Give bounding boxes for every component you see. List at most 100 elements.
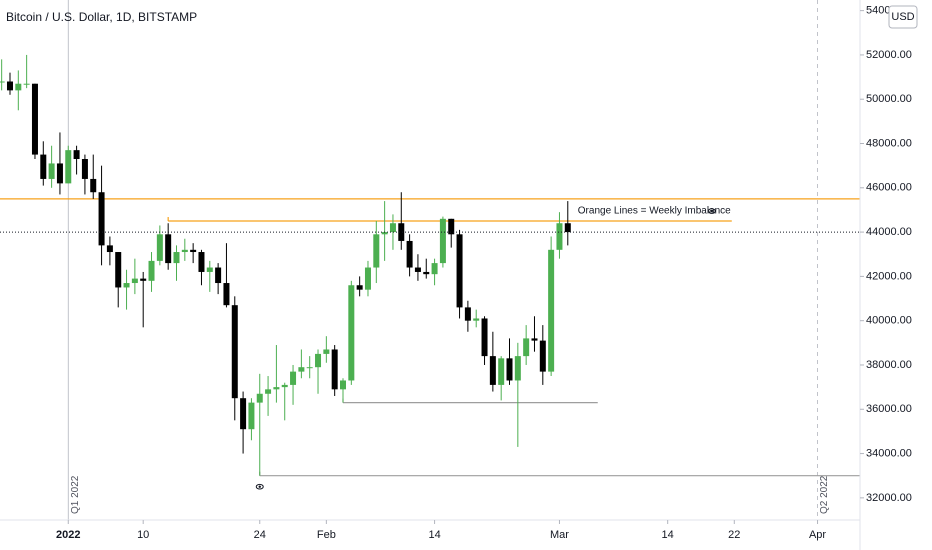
candle-body — [315, 353, 322, 368]
candle-body — [373, 234, 380, 268]
eye-icon — [255, 483, 264, 490]
currency-button[interactable] — [888, 5, 918, 29]
candle-body — [398, 223, 405, 241]
candle-body — [56, 163, 63, 184]
candle-body — [131, 278, 138, 284]
x-tick-label: 14 — [428, 529, 440, 541]
y-tick-label: 48000.00 — [866, 137, 912, 149]
y-tick-label: 52000.00 — [866, 49, 912, 61]
candle-body — [364, 267, 371, 290]
candle-body — [215, 267, 222, 284]
candle-body — [414, 267, 421, 272]
x-tick-label: Apr — [809, 529, 826, 541]
y-tick-label: 44000.00 — [866, 226, 912, 238]
y-tick-label: 36000.00 — [866, 403, 912, 415]
candle-body — [31, 83, 38, 155]
eye-icon — [707, 208, 716, 214]
candle-body — [323, 349, 330, 354]
candle-body — [381, 232, 388, 235]
candle-body — [23, 83, 30, 85]
candle-body — [173, 252, 180, 264]
candle-body — [439, 218, 446, 264]
candle-body — [348, 285, 355, 381]
y-tick-label: 50000.00 — [866, 93, 912, 105]
y-tick-label: 32000.00 — [866, 492, 912, 504]
candle-body — [148, 260, 155, 281]
y-tick-label: 42000.00 — [866, 270, 912, 282]
y-tick-label: 40000.00 — [866, 315, 912, 327]
candle-body — [306, 367, 313, 369]
candle-body — [65, 150, 72, 184]
candle-body — [123, 283, 130, 288]
candle-body — [106, 245, 113, 253]
x-tick-label: 10 — [137, 529, 149, 541]
candle-body — [140, 278, 147, 281]
candle-body — [198, 252, 205, 272]
candle-body — [340, 380, 347, 390]
candle-body — [281, 384, 288, 388]
x-tick-label: 24 — [254, 529, 266, 541]
eye-icon — [258, 485, 261, 488]
candle-body — [223, 283, 230, 306]
candle-body — [256, 393, 263, 403]
candle-body — [498, 358, 505, 385]
candle-body — [40, 154, 47, 179]
y-tick-label: 34000.00 — [866, 447, 912, 459]
candle-body — [273, 387, 280, 390]
candle-body — [156, 234, 163, 261]
candle-body — [206, 267, 213, 272]
candle-body — [464, 307, 471, 321]
candle-body — [165, 234, 172, 264]
candle-body — [6, 81, 13, 91]
candle-body — [506, 358, 513, 381]
candle-body — [90, 178, 97, 193]
candle-body — [331, 349, 338, 390]
x-tick-label: 14 — [662, 529, 674, 541]
candle-body — [481, 318, 488, 357]
candle-body — [115, 252, 122, 288]
candle-body — [556, 223, 563, 250]
candle-body — [548, 249, 555, 372]
y-tick-label: 38000.00 — [866, 359, 912, 371]
candle-body — [356, 285, 363, 290]
candle-body — [431, 263, 438, 275]
candle-body — [81, 159, 88, 179]
annotation: Orange Lines = Weekly Imbalance — [578, 206, 731, 217]
candle-body — [248, 402, 255, 430]
candle-body — [290, 371, 297, 385]
candle-body — [181, 249, 188, 253]
candle-body — [73, 150, 80, 160]
candle-body — [531, 338, 538, 341]
currency-label: USD — [891, 11, 914, 23]
candle-body — [456, 234, 463, 308]
x-tick-label: 22 — [728, 529, 740, 541]
candle-body — [231, 305, 238, 399]
candle-body — [15, 83, 22, 91]
candle-body — [514, 356, 521, 381]
candle-body — [564, 223, 571, 233]
candle-body — [265, 389, 272, 394]
candle-body — [539, 340, 546, 372]
quarter-label: Q1 2022 — [70, 475, 81, 514]
x-tick-label: Feb — [317, 529, 336, 541]
candle-body — [98, 192, 105, 246]
candle-body — [448, 218, 455, 235]
chart-title: Bitcoin / U.S. Dollar, 1D, BITSTAMP — [6, 10, 197, 24]
x-tick-label: 2022 — [56, 529, 80, 541]
candle-body — [240, 398, 247, 430]
candle-body — [48, 163, 55, 179]
candle-body — [523, 338, 530, 357]
candle-body — [190, 249, 197, 253]
y-tick-label: 46000.00 — [866, 182, 912, 194]
candle-body — [489, 356, 496, 385]
candle-body — [423, 271, 430, 275]
quarter-label: Q2 2022 — [819, 475, 830, 514]
candle-body — [389, 223, 396, 233]
candle-body — [406, 240, 413, 268]
candle-body — [0, 81, 5, 83]
candle-body — [298, 367, 305, 372]
x-tick-label: Mar — [550, 529, 569, 541]
candle-body — [473, 318, 480, 321]
